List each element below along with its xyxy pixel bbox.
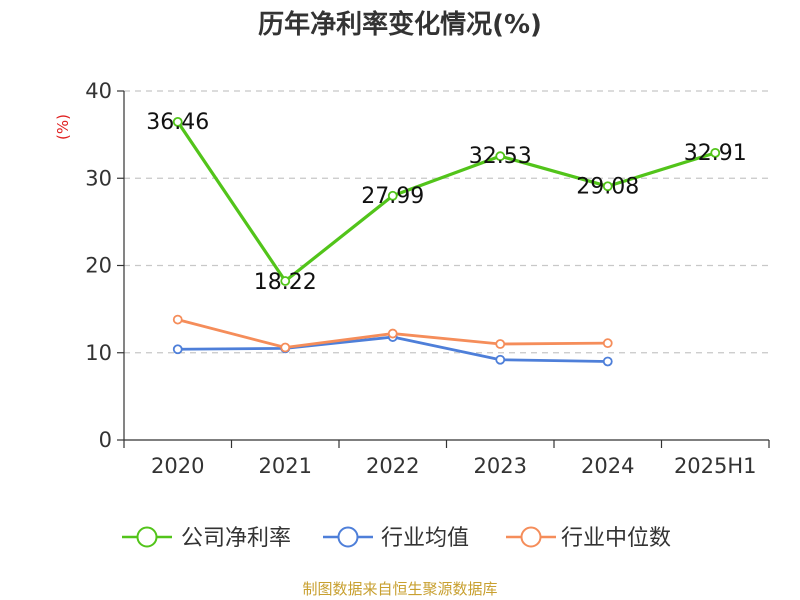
x-tick-label-2022: 2022 [366, 454, 419, 478]
series-0-point-2025H1 [710, 147, 721, 158]
data-label-2022: 27.99 [361, 184, 424, 209]
series-2-point-2022 [387, 328, 398, 339]
series-1-point-2020 [172, 344, 183, 355]
y-tick-label-30: 30 [85, 166, 112, 190]
x-tick-label-2023: 2023 [474, 454, 527, 478]
y-tick-label-0: 0 [99, 428, 112, 452]
series-0-point-2022 [387, 190, 398, 201]
y-axis-unit-label: (%) [54, 114, 72, 140]
series-line-0 [176, 120, 716, 283]
legend: 公司净利率 行业均值 行业中位数 [122, 526, 671, 551]
legend-marker-2 [520, 526, 542, 548]
series-0-point-2021 [280, 276, 291, 286]
data-label-2020: 36.46 [146, 110, 209, 135]
series-0-point-2020 [172, 116, 183, 127]
x-tick-label-2021: 2021 [259, 454, 312, 478]
legend-marker-1 [337, 526, 359, 548]
series-2-point-2024 [602, 338, 613, 349]
x-tick-label-2020: 2020 [151, 454, 204, 478]
legend-marker-0 [136, 526, 158, 548]
series-1-point-2023 [495, 354, 506, 365]
series-2-point-2020 [172, 314, 183, 325]
data-label-2024: 29.08 [576, 174, 639, 199]
series-2-point-2021 [280, 342, 291, 353]
legend-label-2: 行业中位数 [561, 526, 671, 551]
series-0-point-2024 [602, 181, 613, 192]
data-label-2025H1: 32.91 [684, 141, 747, 166]
data-label-2021: 18.22 [254, 270, 317, 295]
source-note: 制图数据来自恒生聚源数据库 [302, 580, 497, 598]
y-tick-label-10: 10 [85, 341, 112, 365]
series-0-point-2023 [495, 151, 506, 162]
data-labels: 36.46 18.22 27.99 32.53 29.08 32.91 [146, 110, 746, 295]
y-tick-label-40: 40 [85, 79, 112, 103]
x-tick-label-2025H1: 2025H1 [674, 454, 757, 478]
axes: 0 10 20 30 40 2020 2021 2022 2023 2024 2025H1 [85, 79, 770, 478]
legend-label-1: 行业均值 [381, 526, 469, 551]
series-2-point-2023 [495, 339, 506, 349]
x-tick-label-2024: 2024 [581, 454, 634, 478]
chart-title: 历年净利率变化情况(%) [258, 9, 542, 40]
series-1-point-2024 [602, 356, 613, 367]
grid-lines [124, 90, 769, 354]
legend-label-0: 公司净利率 [181, 526, 291, 551]
data-label-2023: 32.53 [469, 144, 532, 169]
y-tick-label-20: 20 [85, 254, 112, 278]
series-layer [172, 116, 721, 367]
